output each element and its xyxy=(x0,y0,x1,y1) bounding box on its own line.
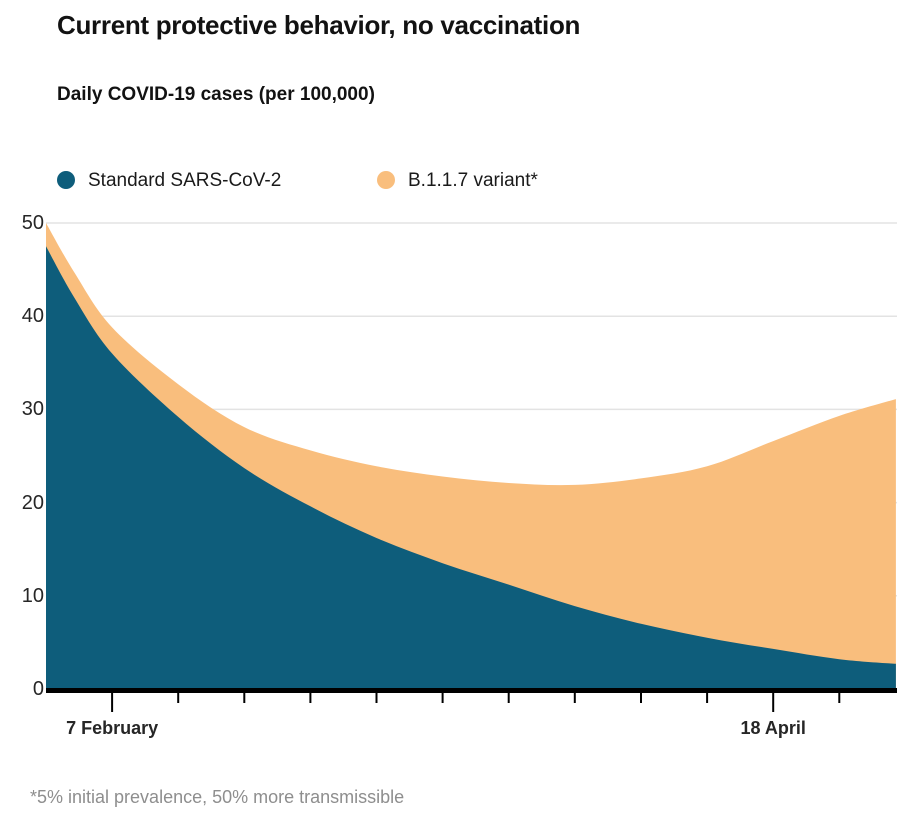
legend-item-standard: Standard SARS-CoV-2 xyxy=(57,169,281,193)
x-axis-line xyxy=(46,688,897,693)
legend-label-standard: Standard SARS-CoV-2 xyxy=(88,170,282,191)
chart-subtitle: Daily COVID-19 cases (per 100,000) xyxy=(57,84,375,105)
footnote: *5% initial prevalence, 50% more transmi… xyxy=(30,787,405,807)
legend-swatch-variant-icon xyxy=(377,171,395,189)
y-axis-label: 10 xyxy=(21,584,44,607)
legend-swatch-standard-icon xyxy=(57,171,75,189)
chart-title: Current protective behavior, no vaccinat… xyxy=(57,10,581,40)
y-axis-label: 0 xyxy=(32,678,44,700)
x-axis-label: 7 February xyxy=(66,718,159,738)
y-axis-label: 40 xyxy=(21,305,44,328)
y-axis-label: 30 xyxy=(21,398,44,421)
legend-label-variant: B.1.1.7 variant* xyxy=(408,170,538,191)
x-axis-label: 18 April xyxy=(740,718,806,738)
y-axis-label: 20 xyxy=(21,491,44,514)
y-axis-label: 50 xyxy=(21,212,44,234)
area-standard xyxy=(46,246,896,690)
legend-item-variant: B.1.1.7 variant* xyxy=(377,169,538,193)
